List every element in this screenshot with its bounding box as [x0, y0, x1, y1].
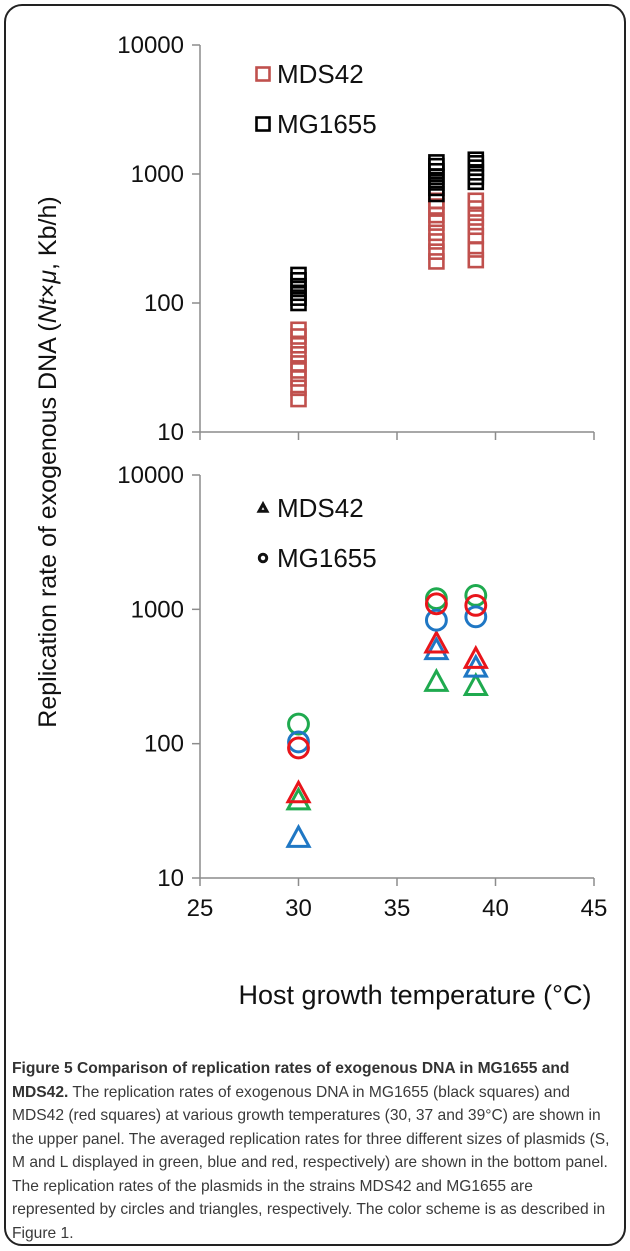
lower-mg1655-point: [287, 736, 310, 760]
upper-mds42-point: [428, 253, 445, 270]
lower-mg1655-point: [424, 608, 448, 632]
figure-chart: 10 100 1000 10000 MDS42 MG1655 10 100 1000 10000…: [34, 32, 607, 1010]
upper-mds42-point: [428, 224, 445, 242]
upper-legend-label-mg1655: MG1655: [277, 109, 377, 139]
lower-panel: 10 100 1000 10000 25 30 35 40 45 MDS42 MG1655: [117, 462, 607, 922]
lower-mds42-point: [285, 823, 312, 848]
lower-x-tick-label: 40: [482, 895, 509, 922]
lower-x-tick-label: 25: [187, 895, 214, 922]
x-axis-label: Host growth temperature (°C): [239, 980, 592, 1010]
lower-mds42-point: [423, 667, 450, 692]
caption-title: Figure 5 Comparison of replication rates…: [12, 1060, 570, 1101]
upper-mds42-point: [290, 346, 307, 363]
lower-mg1655-point: [287, 730, 310, 754]
lower-legend-marker-mds42: [256, 500, 270, 513]
upper-mds42-point: [467, 227, 485, 245]
upper-legend-marker-mds42: [255, 66, 271, 82]
upper-mds42-point: [467, 209, 485, 226]
upper-mds42-point: [428, 243, 445, 260]
upper-legend-label-mds42: MDS42: [277, 59, 364, 89]
lower-x-tick-label: 30: [285, 895, 312, 922]
lower-x-tick-label: 45: [581, 895, 608, 922]
lower-mg1655-point: [464, 593, 488, 617]
upper-mds42-point: [290, 355, 307, 372]
lower-mds42-point: [423, 636, 450, 661]
lower-mg1655-point: [424, 592, 448, 616]
lower-mds42-point: [285, 786, 312, 811]
upper-mds42-point: [467, 251, 485, 269]
lower-legend-label-mds42: MDS42: [277, 493, 364, 523]
upper-mds42-point: [290, 379, 307, 397]
lower-y-tick-label: 10: [157, 865, 184, 892]
lower-mds42-point: [462, 644, 489, 669]
lower-mds42-point: [285, 779, 312, 804]
upper-mg1655-point: [467, 168, 485, 186]
lower-mds42-point: [423, 629, 450, 654]
upper-mds42-point: [428, 233, 445, 250]
upper-legend-marker-mg1655: [255, 116, 271, 132]
upper-mds42-point: [290, 390, 307, 408]
upper-mds42-point: [467, 218, 485, 236]
upper-mg1655-point: [467, 173, 485, 191]
upper-mds42-point: [467, 192, 485, 210]
lower-y-tick-label: 10000: [117, 462, 184, 489]
upper-y-tick-label: 100: [144, 290, 184, 317]
upper-mg1655-point: [467, 151, 485, 169]
upper-y-tick-label: 10: [157, 419, 184, 446]
lower-mg1655-point: [464, 605, 488, 629]
lower-mg1655-point: [287, 712, 310, 736]
upper-panel: 10 100 1000 10000 MDS42 MG1655: [117, 32, 595, 446]
upper-mds42-point: [290, 321, 307, 339]
upper-mg1655-point: [428, 154, 445, 171]
figure-frame: [4, 4, 626, 1246]
upper-mg1655-point: [290, 294, 307, 312]
lower-legend-marker-mg1655: [257, 552, 269, 564]
caption-text: The replication rates of exogenous DNA i…: [12, 1083, 610, 1242]
lower-y-tick-label: 100: [144, 731, 184, 758]
upper-y-tick-label: 10000: [117, 32, 184, 59]
lower-legend-label-mg1655: MG1655: [277, 543, 377, 573]
lower-mg1655-point: [464, 583, 488, 607]
lower-y-tick-label: 1000: [131, 596, 184, 623]
lower-x-tick-label: 35: [384, 895, 411, 922]
figure-caption: Figure 5 Comparison of replication rates…: [12, 1057, 610, 1245]
upper-mds42-point: [290, 336, 307, 354]
upper-y-tick-label: 1000: [131, 161, 184, 188]
upper-mg1655-point: [290, 266, 307, 284]
upper-mg1655-point: [467, 155, 485, 172]
lower-mds42-point: [462, 672, 489, 697]
y-axis-label: Replication rate of exogenous DNA (Nt×μ,…: [34, 196, 62, 727]
